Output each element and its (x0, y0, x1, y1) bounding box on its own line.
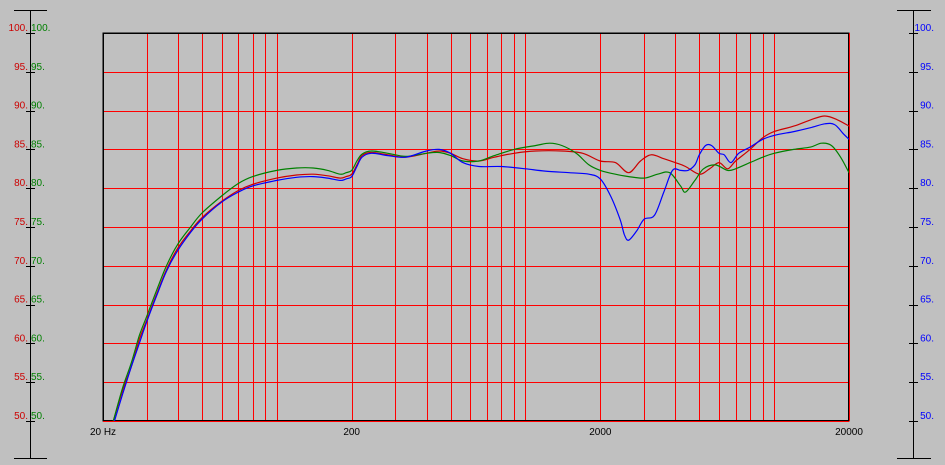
left-green-tick-label: 95. (31, 62, 45, 73)
right-blue-tick-label: 75. (920, 217, 934, 228)
left-red-tick-label: 60. (14, 333, 28, 344)
series-lines (112, 115, 849, 421)
left-red-tick-label: 75. (14, 217, 28, 228)
left-green-tick-label: 90. (31, 101, 45, 112)
left-green-tick-label: 80. (31, 178, 45, 189)
left-red-tick-label: 95. (14, 62, 28, 73)
x-tick-label: 20000 (835, 427, 863, 438)
left-red-tick-label: 85. (14, 139, 28, 150)
left-green-tick-label: 85. (31, 139, 45, 150)
left-green-tick-label: 75. (31, 217, 45, 228)
series-line-blue (113, 122, 849, 421)
left-green-tick-label: 100. (31, 23, 50, 34)
right-blue-tick-label: 80. (920, 178, 934, 189)
right-blue-tick-label: 70. (920, 256, 934, 267)
left-green-tick-label: 50. (31, 411, 45, 422)
x-tick-label: 200 (343, 427, 360, 438)
x-tick-label: 20 Hz (90, 427, 116, 438)
right-blue-tick-label: 60. (920, 333, 934, 344)
left-red-tick-label: 55. (14, 372, 28, 383)
right-blue-tick-label: 65. (920, 295, 934, 306)
right-blue-tick-label: 85. (920, 139, 934, 150)
left-green-tick-label: 60. (31, 333, 45, 344)
right-blue-tick-label: 50. (920, 411, 934, 422)
left-red-tick-label: 80. (14, 178, 28, 189)
left-green-tick-label: 65. (31, 295, 45, 306)
left-red-tick-label: 70. (14, 256, 28, 267)
x-tick-label: 2000 (589, 427, 612, 438)
left-green-tick-label: 70. (31, 256, 45, 267)
left-red-tick-label: 65. (14, 295, 28, 306)
right-blue-tick-label: 90. (920, 101, 934, 112)
right-blue-tick-label: 55. (920, 372, 934, 383)
right-blue-tick-label: 100. (915, 23, 934, 34)
tick-labels: 100. 100. 100.95. 95. 95.90. 90. 90.85. 85. 85.8… (9, 23, 934, 438)
left-red-tick-label: 100. (9, 23, 28, 34)
plot-frame (103, 33, 849, 421)
axes (14, 10, 931, 459)
left-red-tick-label: 90. (14, 101, 28, 112)
series-line-green (112, 142, 849, 421)
right-blue-tick-label: 95. (920, 62, 934, 73)
left-green-tick-label: 55. (31, 372, 45, 383)
series-line-red (112, 115, 849, 421)
left-red-tick-label: 50. (14, 411, 28, 422)
